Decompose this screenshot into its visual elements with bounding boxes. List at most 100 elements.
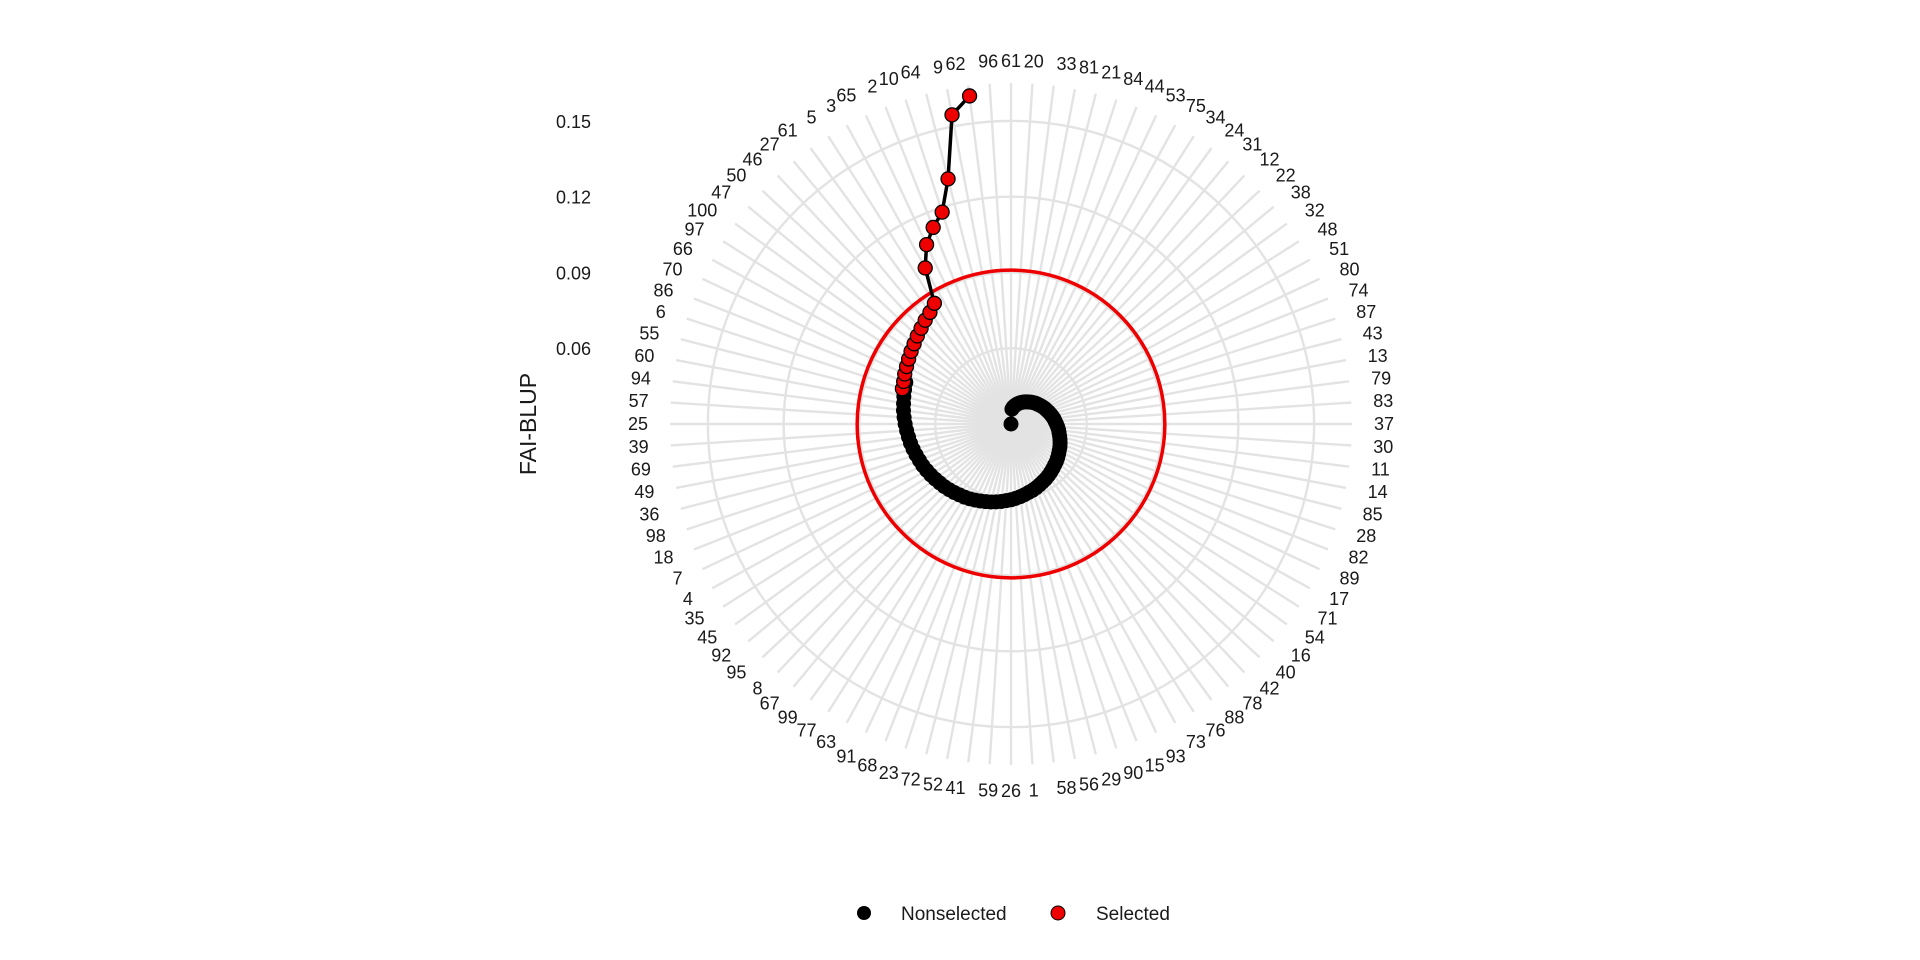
category-label: 77: [796, 721, 816, 741]
category-label: 4: [683, 589, 693, 609]
grid-spoke: [675, 358, 1012, 426]
grid-spoke: [1010, 297, 1329, 426]
category-label: 31: [1242, 134, 1262, 154]
selection-threshold-circle: [855, 268, 1167, 580]
category-label: 33: [1057, 54, 1077, 74]
grid-spoke: [1010, 277, 1321, 426]
category-label: 39: [629, 437, 649, 457]
category-label: 22: [1276, 166, 1296, 186]
grid-spoke: [967, 85, 1013, 425]
grid-spoke: [1009, 423, 1077, 760]
category-label: 99: [778, 708, 798, 728]
grid-spoke: [672, 380, 1012, 426]
category-label: 83: [1373, 391, 1393, 411]
threshold-layer: [855, 268, 1167, 580]
y-axis-title: FAI-BLUP: [515, 373, 541, 475]
grid-spoke: [864, 423, 1013, 734]
data-layer: [894, 88, 1068, 510]
category-label: 43: [1363, 324, 1383, 344]
category-label: 8: [752, 679, 762, 699]
grid-spoke: [925, 93, 1013, 425]
grid-spoke: [792, 160, 1012, 425]
category-label: 34: [1206, 108, 1226, 128]
grid-spoke: [864, 114, 1013, 425]
category-label: 1: [1029, 780, 1039, 800]
category-label: 79: [1371, 369, 1391, 389]
category-label: 84: [1123, 69, 1143, 89]
radial-tick-label: 0.09: [556, 263, 591, 283]
category-label: 40: [1276, 663, 1296, 683]
category-label: 50: [726, 166, 746, 186]
selected-point: [925, 219, 941, 236]
category-label: 66: [673, 239, 693, 259]
grid-spoke: [1010, 160, 1230, 425]
grid-spoke: [686, 422, 1012, 531]
category-label: 38: [1291, 183, 1311, 203]
category-label: 70: [662, 259, 682, 279]
grid-spoke: [967, 423, 1013, 763]
category-label: 92: [711, 645, 731, 665]
category-label: 5: [806, 108, 816, 128]
grid-spoke: [1010, 205, 1275, 425]
category-label: 80: [1340, 259, 1360, 279]
category-label: 95: [726, 663, 746, 683]
category-label: 98: [646, 526, 666, 546]
category-label: 27: [760, 134, 780, 154]
category-label: 87: [1356, 302, 1376, 322]
selected-point: [961, 88, 978, 104]
category-label: 9: [933, 57, 943, 77]
grid-spoke: [1009, 83, 1034, 425]
grid-ring: [858, 271, 1164, 577]
radial-tick-labels: 0.06 0.09 0.12 0.15: [556, 112, 591, 359]
category-label: 69: [631, 460, 651, 480]
category-label: 88: [1224, 708, 1244, 728]
category-label: 15: [1145, 756, 1165, 776]
grid-spoke: [988, 83, 1013, 425]
grid-spoke: [1010, 189, 1261, 425]
radial-tick-label: 0.12: [556, 188, 591, 208]
grid-spoke: [1010, 358, 1347, 426]
category-label: 78: [1242, 694, 1262, 714]
grid-spokes: [670, 83, 1352, 765]
category-label: 96: [978, 52, 998, 72]
category-label: 76: [1206, 721, 1226, 741]
grid-spoke: [675, 422, 1012, 490]
grid-spoke: [1009, 423, 1097, 755]
category-label: 56: [1079, 775, 1099, 795]
category-label: 61: [1001, 51, 1021, 71]
category-label: 10: [879, 69, 899, 89]
category-label: 94: [631, 369, 651, 389]
grid-spoke: [1009, 135, 1195, 425]
grid-spoke: [1009, 423, 1055, 763]
grid-spoke: [693, 297, 1012, 426]
category-label: 7: [672, 569, 682, 589]
category-label: 45: [697, 627, 717, 647]
category-label: 58: [1057, 778, 1077, 798]
selected-point: [944, 107, 960, 123]
grid-spoke: [680, 338, 1012, 426]
category-label: 3: [826, 96, 836, 116]
category-label: 86: [653, 280, 673, 300]
selected-point: [917, 260, 933, 276]
category-label: 62: [945, 54, 965, 74]
category-label: 75: [1186, 96, 1206, 116]
category-label: 37: [1374, 414, 1394, 434]
category-label: 91: [836, 747, 856, 767]
category-label: 73: [1186, 732, 1206, 752]
grid-rings: [706, 119, 1316, 729]
category-label: 63: [816, 732, 836, 752]
category-label: 42: [1260, 679, 1280, 699]
grid-spoke: [1010, 401, 1352, 426]
category-labels: 61 20 33 81 21 84 44 53753424311222383248518074…: [628, 51, 1394, 801]
category-label: 74: [1349, 280, 1369, 300]
grid-spoke: [988, 423, 1013, 765]
grid-spoke: [761, 189, 1012, 425]
category-label: 16: [1291, 645, 1311, 665]
category-label: 52: [923, 775, 943, 795]
grid-spoke: [711, 422, 1012, 590]
category-label: 24: [1224, 120, 1244, 140]
radial-tick-label: 0.06: [556, 339, 591, 359]
grid-spoke: [686, 317, 1012, 426]
grid-spoke: [1010, 174, 1246, 425]
grid-spoke: [1010, 222, 1288, 425]
